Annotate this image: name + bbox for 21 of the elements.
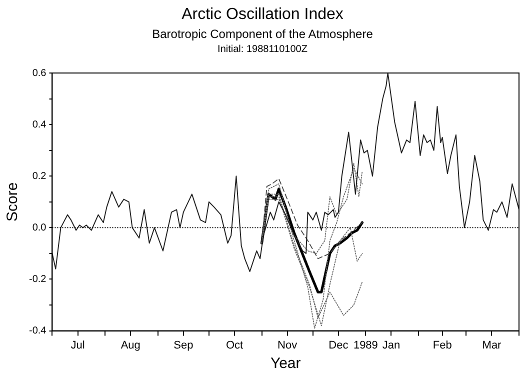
y-tick-label: 0.2 xyxy=(32,170,47,182)
x-tick-label: Sep xyxy=(174,339,194,352)
x-tick-label: Mar xyxy=(482,339,502,352)
x-tick-label: Nov xyxy=(278,339,298,352)
x-tick-label: Jul xyxy=(70,339,85,352)
y-axis-title: Score xyxy=(4,182,22,222)
y-tick-label: 0.6 xyxy=(32,68,47,79)
y-tick-label: 0.4 xyxy=(32,119,47,130)
chart-title: Arctic Oscillation Index xyxy=(180,5,344,24)
x-tick-label: Jan xyxy=(382,339,400,352)
x-tick-label: Aug xyxy=(120,339,140,352)
x-tick-label: Feb xyxy=(432,339,452,352)
y-tick-label: -0.2 xyxy=(28,274,47,285)
x-axis-title: Year xyxy=(270,355,301,372)
x-tick-label: Dec xyxy=(328,339,349,352)
y-tick-label: 0.0 xyxy=(32,222,47,234)
x-tick-label: 1989 xyxy=(353,339,378,352)
y-tick-label: -0.4 xyxy=(28,326,47,337)
x-tick-label: Oct xyxy=(226,339,244,352)
text: Initial: 1988110100Z xyxy=(216,43,308,55)
chart-subtitle: Barotropic Component of the Atmosphere xyxy=(151,26,374,41)
